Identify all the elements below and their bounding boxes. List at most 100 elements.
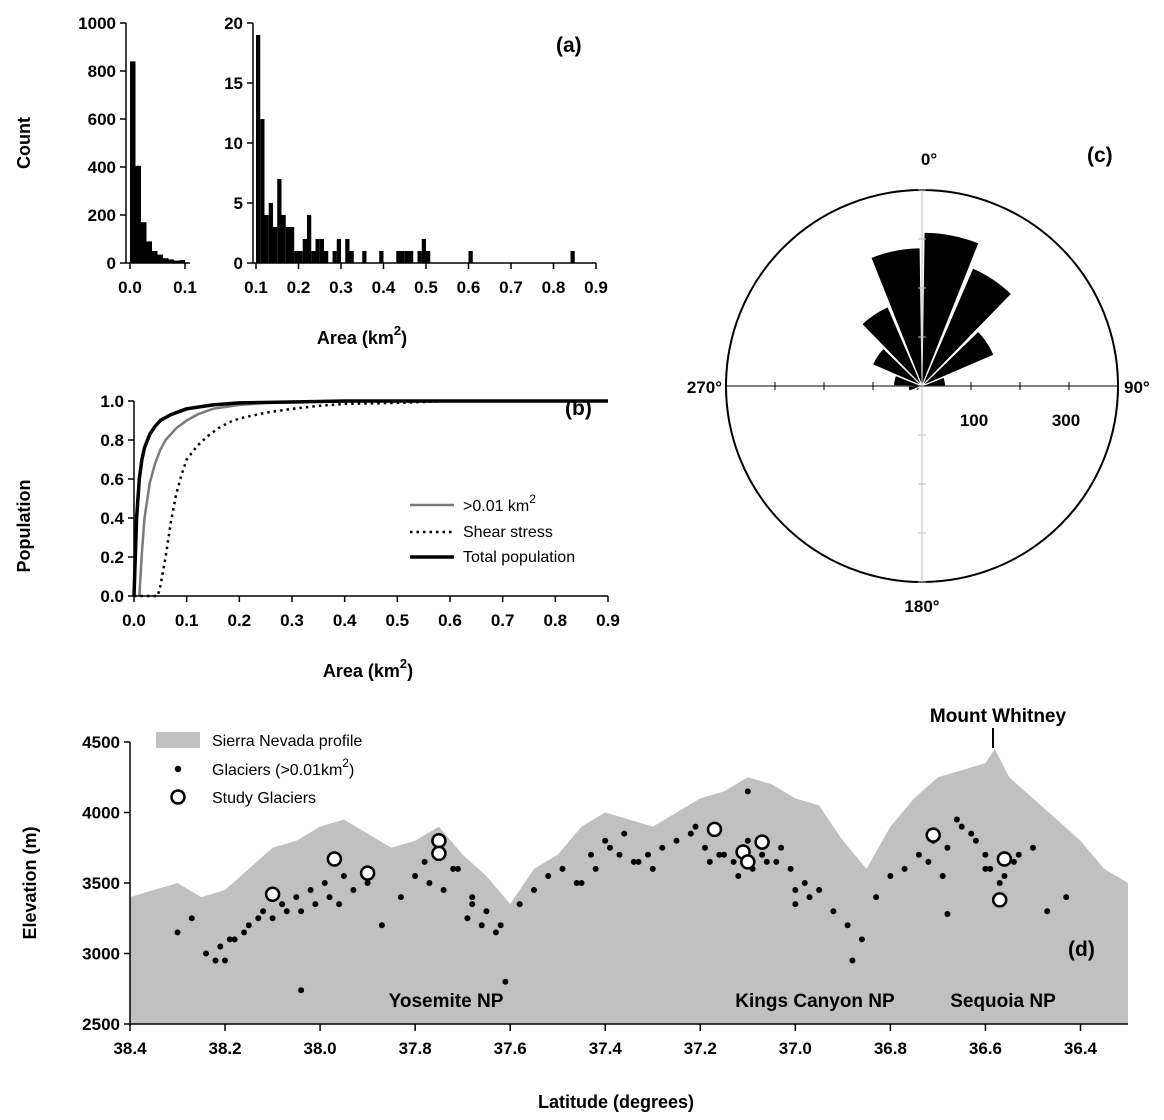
panel-d-x-tick-label-4: 37.6 (494, 1039, 527, 1058)
panel-d-x-label: Latitude (degrees) (538, 1092, 694, 1112)
panel-d-study-glacier-point-3 (431, 832, 447, 849)
panel-d-glacier-point-76 (492, 929, 499, 936)
panel-c-petal-2 (921, 267, 1013, 387)
panel-a-right-bar-1 (260, 119, 265, 263)
panel-a-right-bar-14 (315, 239, 320, 263)
panel-d-glacier-point-68 (312, 901, 319, 908)
panel-d-study-glacier-point-7 (740, 854, 756, 870)
panel-d-x-tick-label-10: 36.4 (1064, 1039, 1098, 1058)
panel-d-glacier-point-54 (972, 837, 979, 844)
panel-d-study-glacier-point-10 (996, 851, 1013, 867)
panel-d-x-tick-label-5: 37.4 (589, 1039, 623, 1058)
panel-c-petal-1 (921, 231, 980, 387)
panel-d-x-tick-label-3: 37.8 (399, 1039, 432, 1058)
panel-b-x-label-sup: 2 (400, 656, 407, 671)
panel-b-legend-label-0: >0.01 km2 (463, 492, 536, 515)
panel-d-legend-label-glacier-sup: 2 (342, 756, 349, 770)
panel-a-left-x-tick-label-1: 0.1 (173, 278, 197, 297)
panel-d-legend-swatch-study (170, 789, 186, 805)
panel-d-study-glacier-points (264, 821, 1013, 908)
panel-a-x-label-main: Area (km (317, 328, 394, 348)
panel-d-glacier-point-4 (245, 922, 252, 929)
panel-d-glacier-point-92 (925, 858, 932, 865)
panel-a-left-y-tick-label-2: 400 (88, 158, 116, 177)
panel-d-glacier-point-88 (763, 858, 770, 865)
panel-d-glacier-point-43 (816, 887, 823, 893)
panel-d-glacier-point-23 (531, 887, 537, 893)
panel-d-study-glacier-point-2 (359, 865, 376, 881)
panel-d-legend-swatch-profile (156, 732, 200, 748)
panel-d-glacier-point-83 (692, 823, 699, 830)
panel-d-legend-label-glacier: Glaciers (>0.01km2) (212, 756, 354, 779)
panel-a-left-bar-0 (130, 61, 136, 264)
panel-d-y-tick-label-4: 4500 (82, 733, 120, 752)
panel-a-right-x-tick-label-3: 0.4 (372, 278, 396, 297)
panel-a-left-bar-3 (146, 241, 152, 263)
panel-d-glacier-point-29 (616, 851, 623, 858)
panel-a-right-bar-36 (409, 251, 414, 263)
panel-d-glacier-point-19 (469, 901, 476, 908)
panel-a-right-y-tick-label-4: 20 (224, 14, 243, 33)
panel-a-right-bar-8 (290, 227, 295, 263)
panel-d-glacier-point-86 (735, 873, 742, 879)
panel-d-glacier-point-8 (307, 887, 314, 893)
panel-d-glacier-point-48 (887, 873, 894, 879)
panel-d-glacier-point-56 (1001, 873, 1008, 879)
panel-a-right-bar-11 (302, 239, 307, 263)
panel-a-right-y-ticks: 0 5 10 15 20 (224, 14, 253, 273)
panel-d-glacier-point-39 (759, 851, 766, 858)
panel-a-right-bar-40 (426, 251, 431, 263)
panel-d-glacier-point-16 (426, 880, 433, 886)
panel-d-glacier-point-44 (830, 908, 837, 915)
panel-a-left-y-tick-label-5: 1000 (78, 14, 116, 33)
panel-d-study-glacier-point-0 (264, 886, 281, 903)
panel-d-tag: (d) (1068, 938, 1095, 961)
panel-d-study-glacier-point-8 (754, 834, 770, 850)
panel-c-petal-14 (871, 347, 923, 387)
panel-d-glacier-point-25 (559, 865, 566, 872)
panel-a-right-bar-9 (294, 251, 299, 263)
panel-b-x-label-main: Area (km (323, 661, 400, 681)
panel-b-y-tick-label-1: 0.2 (100, 548, 124, 567)
panel-a-right-bar-50 (468, 251, 473, 263)
panel-a: 0 200 400 600 800 1000 0.0 0.1 0 5 10 15 20 0.1 0.2… (14, 14, 608, 348)
panel-d-glacier-point-91 (806, 894, 813, 901)
panel-d-glacier-point-42 (801, 880, 808, 886)
panel-a-right-bar-35 (404, 251, 409, 263)
panel-b-y-tick-label-3: 0.6 (100, 470, 124, 489)
panel-d-x-tick-label-0: 38.4 (113, 1039, 147, 1058)
panel-b-x-ticks: 0.0 0.1 0.2 0.3 0.4 0.5 0.6 0.7 0.8 0.9 (122, 596, 620, 630)
panel-d-glacier-point-33 (673, 837, 680, 844)
panel-b-legend-label-0-sup: 2 (529, 492, 536, 506)
panel-d-x-ticks: 38.4 38.2 38.0 37.8 37.6 37.4 37.2 37.0 36.8 36.6… (113, 1024, 1098, 1058)
panel-a-left-x-ticks: 0.0 0.1 (118, 263, 197, 297)
panel-d-glacier-point-71 (421, 858, 428, 865)
panel-d-glacier-points (174, 788, 1070, 994)
panel-c-direction-south: 180° (904, 597, 939, 616)
panel-c: 0° 90° 180° 270° 100 300 (c) (687, 144, 1150, 616)
panel-d-glacier-point-12 (364, 880, 371, 886)
panel-a-right-bar-0 (256, 35, 261, 263)
panel-b-x-tick-label-9: 0.9 (596, 611, 620, 630)
panel-d-glacier-point-106 (944, 911, 951, 917)
panel-d-x-tick-label-9: 36.6 (969, 1039, 1002, 1058)
panel-a-right-bar-7 (285, 227, 290, 263)
panel-b-legend: >0.01 km2 Shear stress Total population (410, 492, 575, 566)
panel-d-study-glacier-point-9 (925, 827, 941, 843)
panel-a-left-bar-5 (157, 254, 163, 263)
panel-a-right-bar-29 (379, 251, 384, 263)
panel-d-glacier-point-32 (659, 844, 666, 851)
panel-d-glacier-point-90 (792, 887, 799, 893)
panel-d-glacier-point-94 (953, 816, 960, 823)
panel-d-glacier-point-28 (602, 837, 609, 844)
panel-b-curves (132, 399, 608, 598)
panel-a-left-bar-8 (174, 260, 180, 263)
panel-d-glacier-point-14 (397, 894, 404, 901)
panel-d-glacier-point-85 (721, 851, 727, 858)
panel-b-y-label: Population (14, 480, 34, 573)
panel-d-glacier-point-52 (944, 844, 951, 851)
panel-d: 2500 3000 3500 4000 4500 38.4 38.2 38.0 37.8 37.… (20, 706, 1128, 1112)
panel-d-glacier-point-60 (1063, 894, 1070, 901)
panel-b-x-label-end: ) (407, 661, 413, 681)
panel-d-glacier-point-9 (321, 880, 328, 886)
